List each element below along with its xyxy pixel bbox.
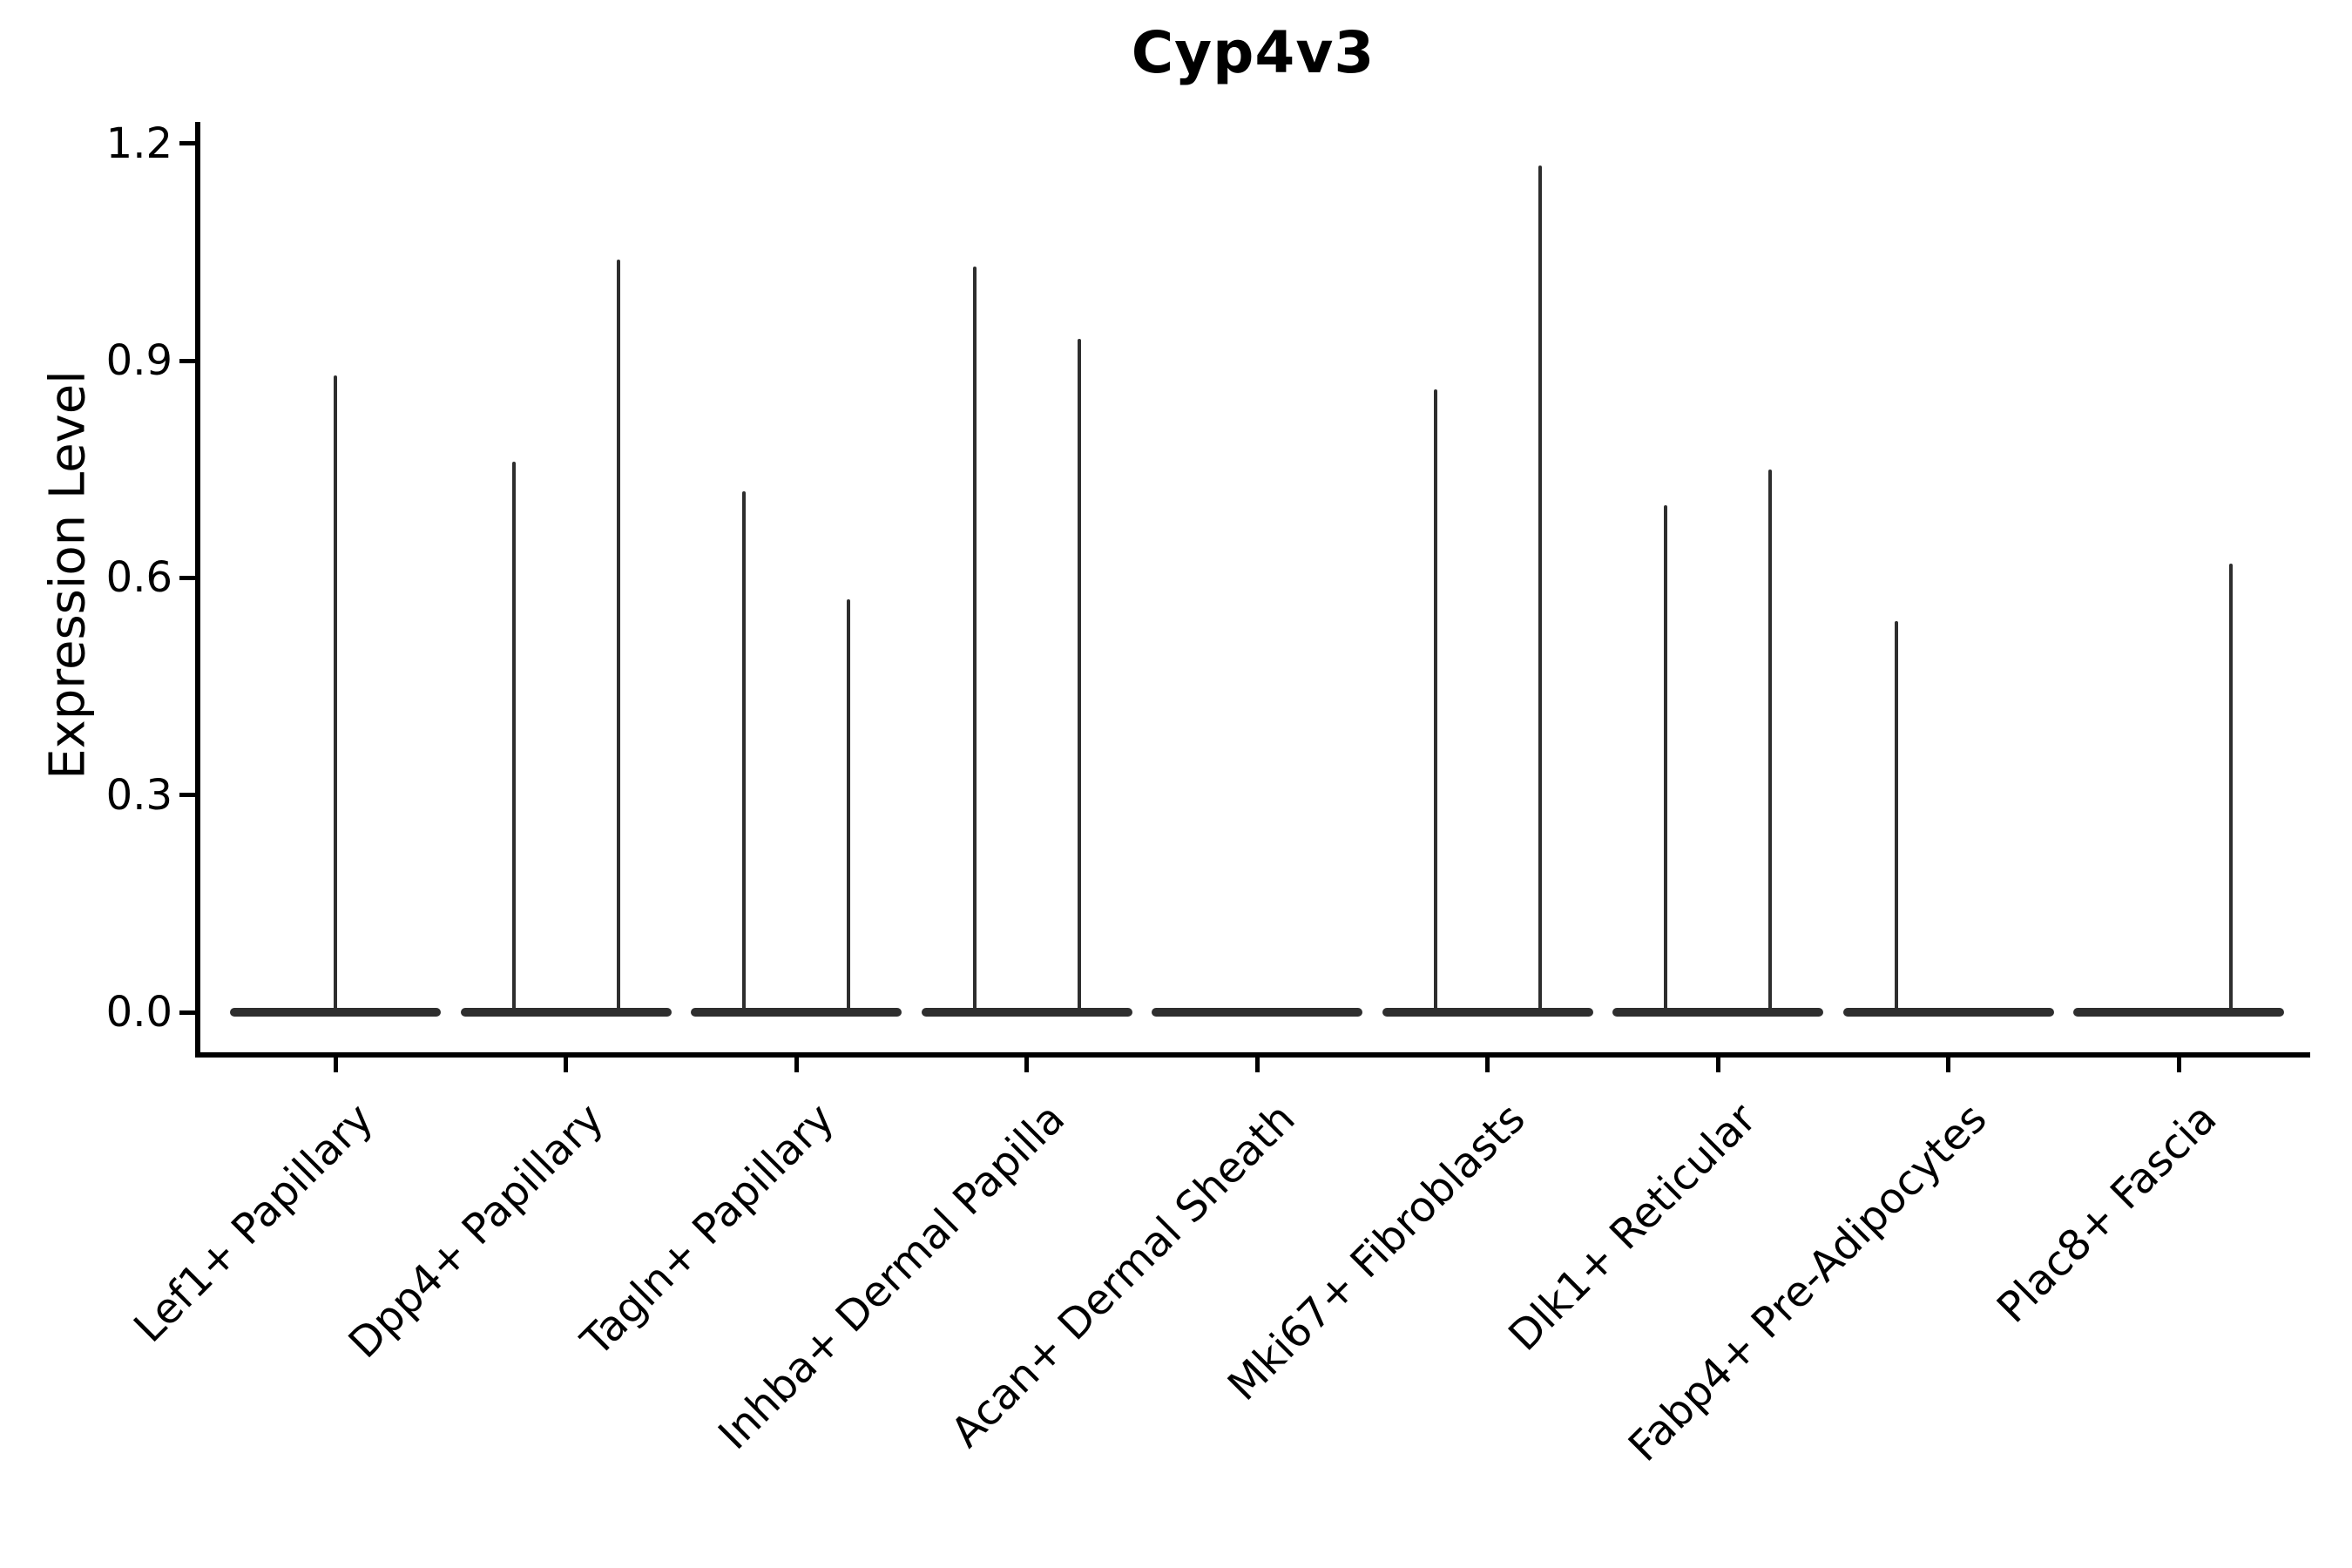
violin-tail	[511, 462, 516, 1012]
violin-tail	[2229, 563, 2233, 1012]
y-tick-mark	[179, 575, 195, 580]
y-tick-label: 0.0	[105, 988, 172, 1037]
violin-tail	[972, 267, 977, 1012]
violin-base	[230, 1008, 441, 1017]
x-tick-mark	[1254, 1058, 1260, 1072]
y-tick-label: 0.6	[105, 553, 172, 603]
y-tick-mark	[179, 358, 195, 363]
y-tick-mark	[179, 793, 195, 798]
violin-tail	[1433, 389, 1437, 1012]
violin-tail	[1538, 165, 1542, 1012]
y-tick-label: 0.9	[105, 336, 172, 386]
violin-tail	[616, 259, 620, 1012]
x-tick-label: Plac8+ Fascia	[1988, 1094, 2227, 1333]
y-tick-label: 0.3	[105, 770, 172, 820]
violin-tail	[1664, 505, 1667, 1012]
x-tick-mark	[333, 1058, 338, 1072]
violin-base	[1382, 1008, 1593, 1017]
y-tick-mark	[179, 141, 195, 146]
violin-tail	[1894, 621, 1898, 1012]
x-tick-mark	[794, 1058, 799, 1072]
violin-tail	[847, 599, 850, 1012]
x-tick-label: Dpp4+ Papillary	[340, 1094, 614, 1369]
violin-base	[460, 1008, 672, 1017]
x-tick-label: Dlk1+ Reticular	[1498, 1094, 1766, 1361]
violin-base	[691, 1008, 902, 1017]
x-tick-label: Lef1+ Papillary	[125, 1094, 383, 1352]
violin-tail	[334, 375, 337, 1012]
violin-base	[2073, 1008, 2284, 1017]
x-tick-mark	[1946, 1058, 1950, 1072]
violin-base	[921, 1008, 1132, 1017]
violin-tail	[742, 490, 746, 1012]
y-tick-label: 1.2	[105, 118, 172, 168]
x-axis-spine	[195, 1052, 2310, 1058]
x-tick-mark	[2176, 1058, 2181, 1072]
y-tick-mark	[179, 1010, 195, 1015]
x-tick-mark	[1715, 1058, 1720, 1072]
violin-base	[1152, 1008, 1362, 1017]
violin-base	[1612, 1008, 1823, 1017]
x-tick-mark	[564, 1058, 568, 1072]
violin-tail	[1768, 469, 1772, 1012]
violin-tail	[1077, 339, 1081, 1012]
x-tick-label: Tagln+ Papillary	[571, 1094, 844, 1366]
y-axis-spine	[195, 122, 200, 1058]
x-tick-mark	[1485, 1058, 1490, 1072]
violin-base	[1842, 1008, 2054, 1017]
x-tick-mark	[1024, 1058, 1029, 1072]
chart-title: Cyp4v3	[1131, 19, 1375, 86]
